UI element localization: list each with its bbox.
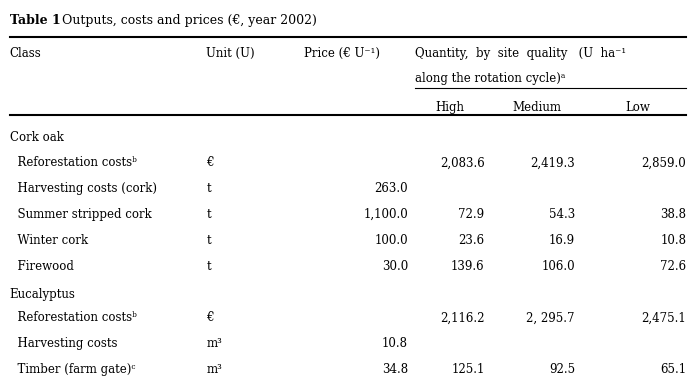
Text: 125.1: 125.1 (451, 363, 484, 376)
Text: 34.8: 34.8 (382, 363, 408, 376)
Text: Eucalyptus: Eucalyptus (10, 288, 75, 301)
Text: 92.5: 92.5 (549, 363, 575, 376)
Text: Medium: Medium (512, 101, 561, 114)
Text: Outputs, costs and prices (€, year 2002): Outputs, costs and prices (€, year 2002) (62, 14, 317, 27)
Text: Class: Class (10, 47, 41, 61)
Text: Reforestation costsᵇ: Reforestation costsᵇ (10, 156, 137, 169)
Text: Firewood: Firewood (10, 260, 73, 273)
Text: 2,419.3: 2,419.3 (530, 156, 575, 169)
Text: Timber (farm gate)ᶜ: Timber (farm gate)ᶜ (10, 363, 135, 376)
Text: 106.0: 106.0 (542, 260, 575, 273)
Text: Winter cork: Winter cork (10, 234, 88, 247)
Text: Price (€ U⁻¹): Price (€ U⁻¹) (304, 47, 380, 61)
Text: 1,100.0: 1,100.0 (364, 208, 408, 221)
Text: Quantity,  by  site  quality   (U  ha⁻¹: Quantity, by site quality (U ha⁻¹ (415, 47, 626, 61)
Text: €: € (207, 311, 214, 324)
Text: 2,859.0: 2,859.0 (641, 156, 686, 169)
Text: 10.8: 10.8 (382, 337, 408, 350)
Text: 23.6: 23.6 (459, 234, 484, 247)
Text: 2,475.1: 2,475.1 (641, 311, 686, 324)
Text: High: High (436, 101, 464, 114)
Text: Harvesting costs: Harvesting costs (10, 337, 117, 350)
Text: 54.3: 54.3 (549, 208, 575, 221)
Text: 72.6: 72.6 (660, 260, 686, 273)
Text: Harvesting costs (cork): Harvesting costs (cork) (10, 182, 157, 195)
Text: Low: Low (625, 101, 650, 114)
Text: 2,116.2: 2,116.2 (440, 311, 484, 324)
Text: Summer stripped cork: Summer stripped cork (10, 208, 151, 221)
Text: along the rotation cycle)ᵃ: along the rotation cycle)ᵃ (415, 72, 565, 85)
Text: 65.1: 65.1 (660, 363, 686, 376)
Text: t: t (207, 260, 211, 273)
Text: t: t (207, 182, 211, 195)
Text: 72.9: 72.9 (459, 208, 484, 221)
Text: 2,083.6: 2,083.6 (440, 156, 484, 169)
Text: 263.0: 263.0 (374, 182, 408, 195)
Text: 16.9: 16.9 (549, 234, 575, 247)
Text: 10.8: 10.8 (660, 234, 686, 247)
Text: t: t (207, 208, 211, 221)
Text: m³: m³ (207, 337, 223, 350)
Text: €: € (207, 156, 214, 169)
Text: 38.8: 38.8 (660, 208, 686, 221)
Text: m³: m³ (207, 363, 223, 376)
Text: t: t (207, 234, 211, 247)
Text: Unit (U): Unit (U) (207, 47, 255, 61)
Text: 100.0: 100.0 (374, 234, 408, 247)
Text: 2, 295.7: 2, 295.7 (526, 311, 575, 324)
Text: Reforestation costsᵇ: Reforestation costsᵇ (10, 311, 137, 324)
Text: Cork oak: Cork oak (10, 130, 64, 144)
Text: 30.0: 30.0 (382, 260, 408, 273)
Text: 139.6: 139.6 (451, 260, 484, 273)
Text: Table 1: Table 1 (10, 14, 61, 27)
